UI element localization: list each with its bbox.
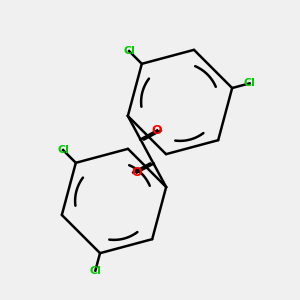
Text: Cl: Cl	[244, 78, 256, 88]
Text: Cl: Cl	[89, 266, 101, 275]
Text: Cl: Cl	[123, 46, 135, 56]
Text: O: O	[132, 166, 142, 179]
Text: O: O	[152, 124, 162, 137]
Text: Cl: Cl	[57, 145, 69, 155]
